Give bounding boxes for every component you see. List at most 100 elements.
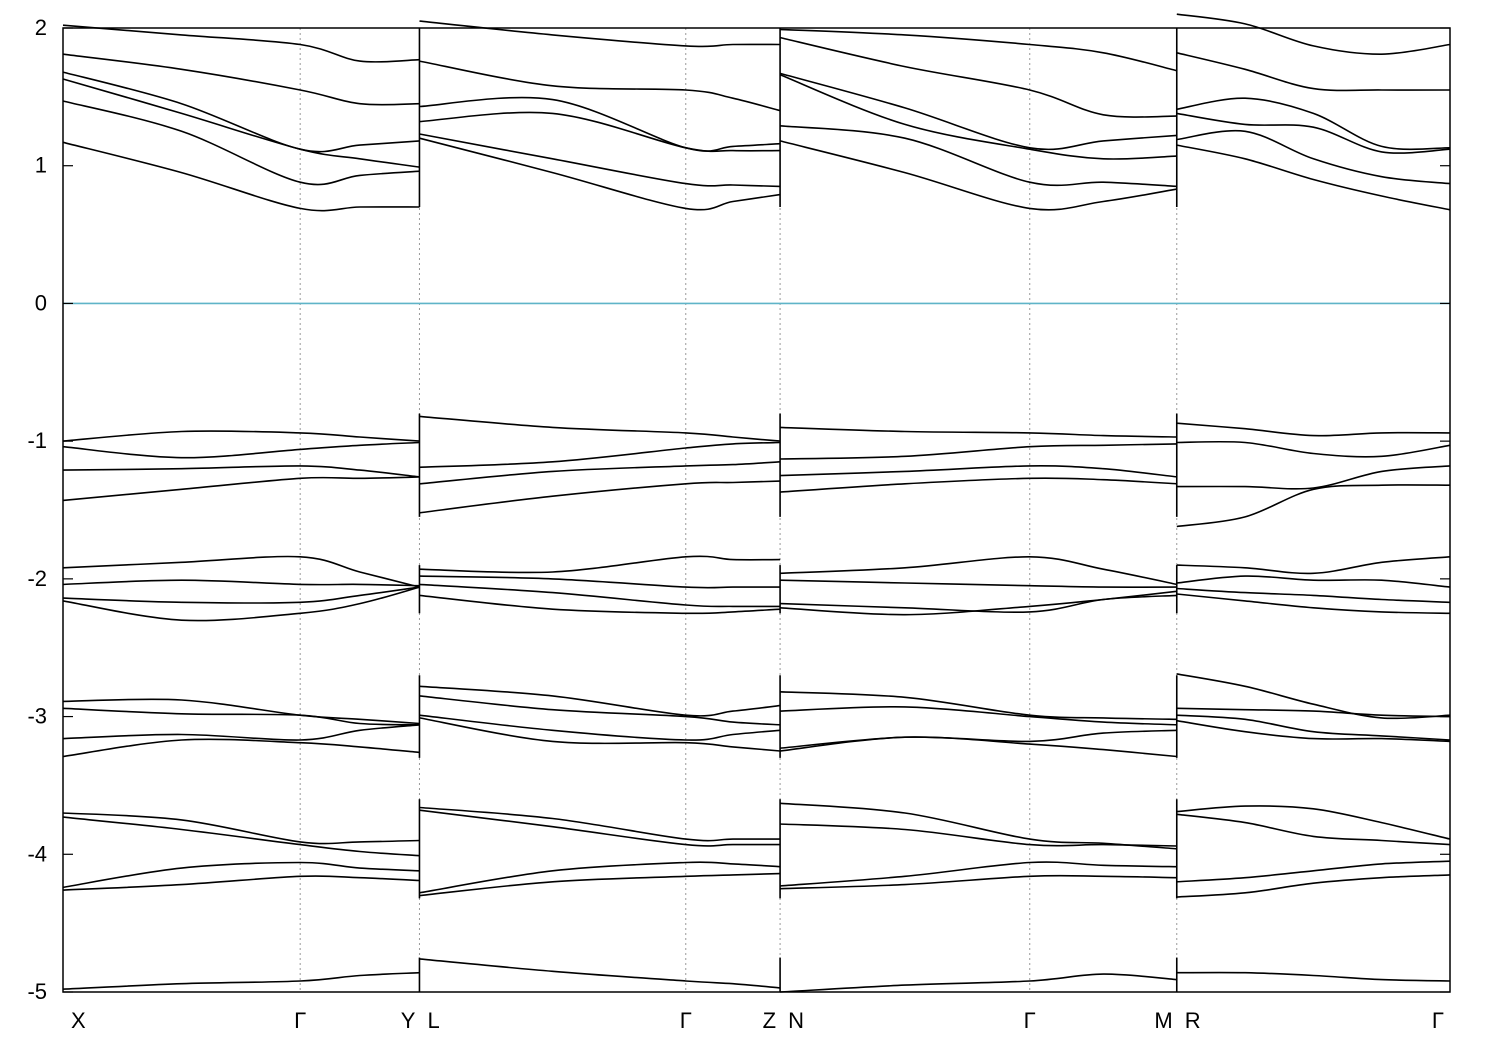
ytick-label: -5 — [27, 979, 47, 1004]
band-line — [780, 973, 1177, 993]
band-line — [1176, 714, 1451, 741]
band-line — [419, 555, 781, 574]
band-line — [780, 426, 1177, 438]
band-line — [62, 465, 420, 478]
band-line — [62, 816, 420, 857]
band-line — [62, 53, 420, 106]
band-line — [779, 72, 1177, 151]
ytick-label: -1 — [27, 428, 47, 453]
kpoint-label: Γ — [1432, 1008, 1444, 1033]
band-line — [419, 111, 781, 153]
band-line — [779, 36, 1177, 118]
band-line — [62, 78, 420, 168]
band-line — [1176, 593, 1451, 615]
band-line — [1176, 112, 1451, 154]
band-line — [780, 705, 1177, 726]
kpoint-label: Γ — [294, 1008, 306, 1033]
band-line — [62, 430, 420, 442]
band-line — [62, 698, 420, 725]
band-line — [780, 736, 1177, 758]
band-line — [1176, 484, 1451, 528]
band-line — [419, 958, 781, 989]
band-line — [62, 476, 420, 502]
band-line — [780, 729, 1177, 749]
band-line — [419, 717, 781, 752]
band-line — [780, 125, 1177, 188]
band-line — [1176, 465, 1451, 490]
label-layer: 2 1 0 -1 -2 -3 -4 -5 X Γ Y L Γ Z N Γ M R Γ — [27, 15, 1444, 1033]
band-line — [419, 872, 781, 897]
ytick-label: -2 — [27, 566, 47, 591]
band-line — [62, 441, 420, 459]
band-line — [780, 555, 1177, 586]
band-line — [419, 415, 781, 442]
band-line — [62, 971, 420, 990]
band-line — [1176, 874, 1451, 898]
band-line — [62, 586, 420, 622]
band-line — [1176, 440, 1451, 458]
band-line — [62, 586, 420, 604]
band-line — [419, 714, 781, 741]
band-line — [419, 575, 781, 589]
kpoint-label: Y — [401, 1008, 416, 1033]
band-line — [62, 100, 420, 186]
band-line — [1176, 587, 1451, 604]
band-line — [1176, 673, 1451, 720]
band-line — [1176, 707, 1451, 718]
band-line — [780, 861, 1177, 887]
plot-frame — [62, 27, 1451, 993]
band-line — [62, 875, 420, 891]
band-line — [1176, 13, 1451, 56]
band-line — [780, 443, 1177, 460]
band-line — [419, 60, 781, 112]
band-line — [419, 594, 781, 615]
band-line — [780, 874, 1177, 890]
band-line — [62, 24, 420, 63]
band-lines-layer — [62, 13, 1451, 993]
band-line — [1176, 860, 1451, 883]
band-line — [779, 140, 1177, 211]
band-line — [780, 477, 1177, 493]
band-line — [419, 480, 781, 514]
band-line — [780, 28, 1177, 72]
band-line — [419, 809, 781, 847]
band-line — [780, 590, 1177, 616]
band-line — [62, 724, 420, 741]
kpoint-label: L — [427, 1008, 439, 1033]
kpoint-label: R — [1185, 1008, 1201, 1033]
band-line — [1176, 575, 1451, 588]
band-line — [1176, 805, 1451, 840]
band-line — [779, 74, 1177, 160]
band-line — [1176, 422, 1451, 437]
kpoint-label: M — [1154, 1008, 1172, 1033]
kpoint-label: Γ — [680, 1008, 692, 1033]
band-line — [780, 691, 1177, 721]
band-line — [1176, 556, 1451, 575]
band-line — [62, 812, 420, 845]
band-line — [1176, 719, 1451, 743]
band-line — [419, 695, 781, 726]
kpoint-label: Γ — [1024, 1008, 1036, 1033]
band-line — [62, 579, 420, 587]
ytick-label: 1 — [35, 153, 47, 178]
band-line — [62, 861, 420, 889]
ytick-label: -4 — [27, 841, 47, 866]
band-line — [419, 133, 781, 188]
kpoint-label: X — [71, 1008, 86, 1033]
band-line — [419, 806, 781, 842]
band-line — [419, 96, 781, 152]
ytick-label: 2 — [35, 15, 47, 40]
band-line — [419, 685, 781, 717]
band-line — [62, 555, 420, 588]
band-line — [419, 441, 781, 469]
band-line — [419, 137, 781, 211]
ytick-label: -3 — [27, 704, 47, 729]
kpoint-label: Z — [763, 1008, 776, 1033]
band-line — [419, 583, 781, 608]
band-line — [419, 861, 781, 894]
band-line — [1176, 144, 1451, 211]
band-line — [780, 465, 1177, 478]
band-line — [62, 738, 420, 758]
